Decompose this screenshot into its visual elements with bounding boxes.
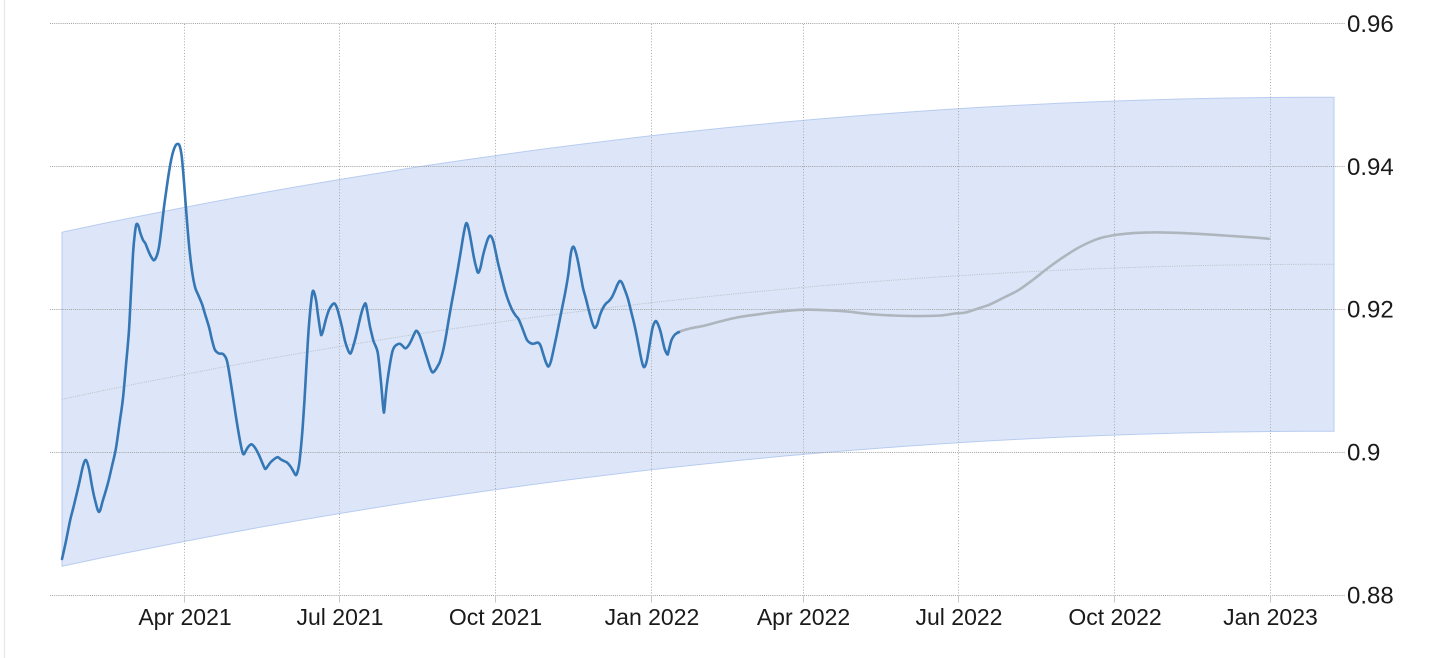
svg-text:Jul 2021: Jul 2021 <box>297 604 384 630</box>
svg-text:Jan 2022: Jan 2022 <box>605 604 700 630</box>
svg-text:0.92: 0.92 <box>1347 297 1394 324</box>
svg-text:Oct 2022: Oct 2022 <box>1068 604 1161 630</box>
svg-text:Jan 2023: Jan 2023 <box>1223 604 1318 630</box>
svg-text:0.96: 0.96 <box>1347 11 1394 38</box>
svg-text:Apr 2022: Apr 2022 <box>757 604 850 630</box>
svg-text:Oct 2021: Oct 2021 <box>449 604 542 630</box>
svg-text:0.94: 0.94 <box>1347 154 1394 181</box>
svg-text:Jul 2022: Jul 2022 <box>916 604 1003 630</box>
svg-text:0.88: 0.88 <box>1347 582 1394 609</box>
svg-text:0.9: 0.9 <box>1347 440 1380 467</box>
svg-text:Apr 2021: Apr 2021 <box>138 604 231 630</box>
